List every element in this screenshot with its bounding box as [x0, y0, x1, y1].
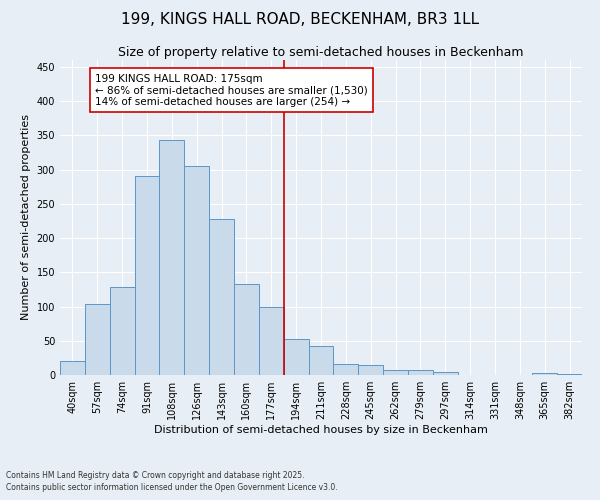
X-axis label: Distribution of semi-detached houses by size in Beckenham: Distribution of semi-detached houses by … [154, 425, 488, 435]
Title: Size of property relative to semi-detached houses in Beckenham: Size of property relative to semi-detach… [118, 46, 524, 59]
Bar [408, 370, 433, 375]
Bar [85, 304, 110, 375]
Bar [358, 364, 383, 375]
Bar [433, 372, 458, 375]
Bar [110, 288, 134, 375]
Bar [557, 374, 582, 375]
Bar [284, 338, 308, 375]
Text: 199, KINGS HALL ROAD, BECKENHAM, BR3 1LL: 199, KINGS HALL ROAD, BECKENHAM, BR3 1LL [121, 12, 479, 28]
Bar [308, 346, 334, 375]
Bar [234, 284, 259, 375]
Bar [532, 373, 557, 375]
Bar [383, 370, 408, 375]
Y-axis label: Number of semi-detached properties: Number of semi-detached properties [21, 114, 31, 320]
Text: 199 KINGS HALL ROAD: 175sqm
← 86% of semi-detached houses are smaller (1,530)
14: 199 KINGS HALL ROAD: 175sqm ← 86% of sem… [95, 74, 368, 107]
Text: Contains public sector information licensed under the Open Government Licence v3: Contains public sector information licen… [6, 483, 338, 492]
Text: Contains HM Land Registry data © Crown copyright and database right 2025.: Contains HM Land Registry data © Crown c… [6, 470, 305, 480]
Bar [160, 140, 184, 375]
Bar [60, 362, 85, 375]
Bar [259, 306, 284, 375]
Bar [209, 219, 234, 375]
Bar [184, 166, 209, 375]
Bar [334, 364, 358, 375]
Bar [134, 176, 160, 375]
